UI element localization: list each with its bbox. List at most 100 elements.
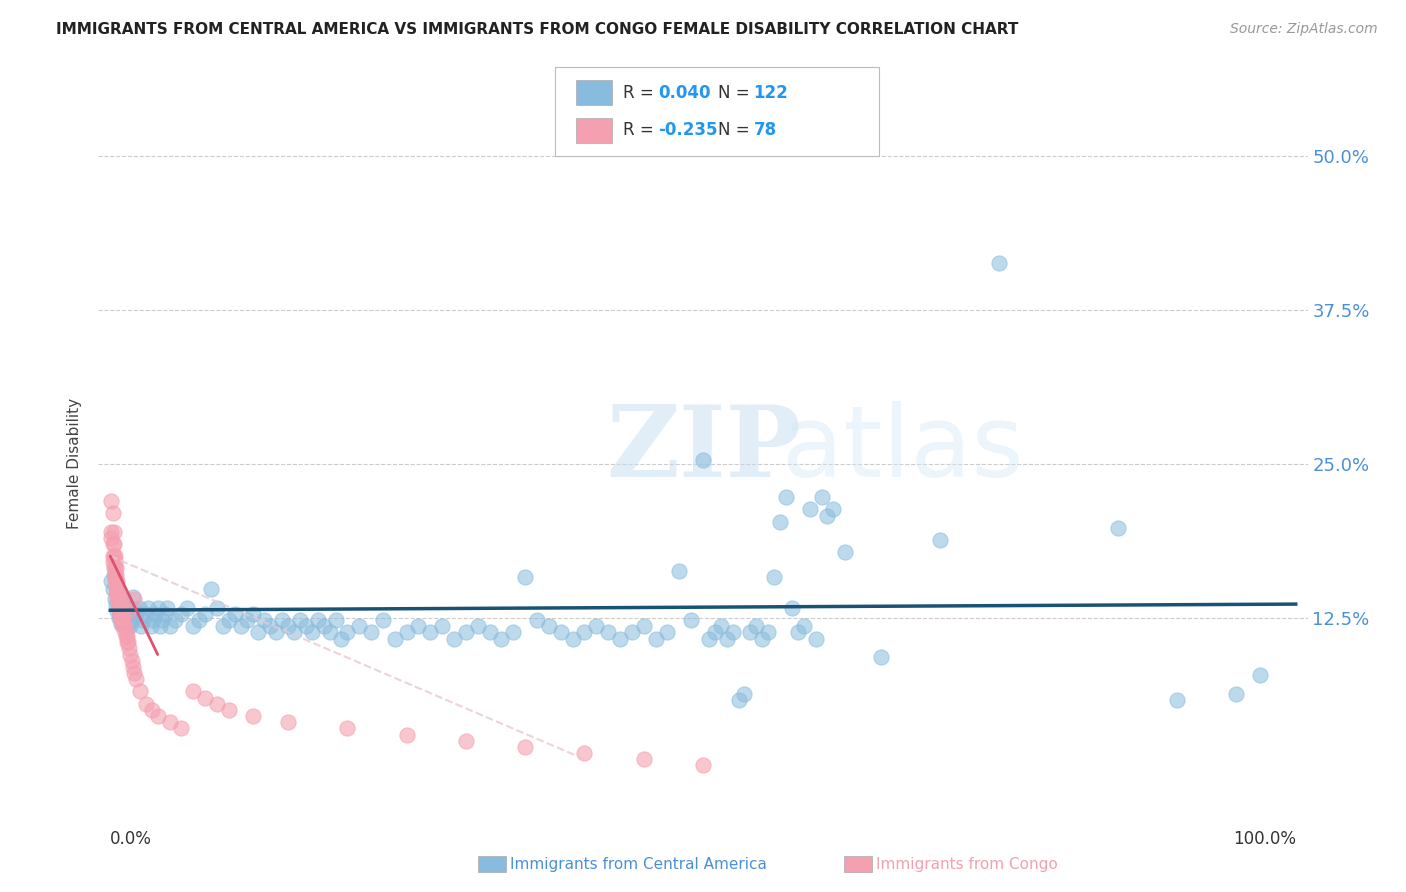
Point: [101, 555, 124, 569]
Point: [325, 613, 347, 627]
Point: [756, 625, 779, 640]
Point: [235, 613, 257, 627]
Point: [283, 625, 305, 640]
Point: [834, 545, 856, 559]
Point: [312, 619, 335, 633]
Point: [537, 619, 560, 633]
Point: [561, 632, 583, 646]
Point: [478, 625, 501, 640]
Point: [120, 648, 142, 662]
Point: [103, 561, 125, 575]
Point: [121, 660, 143, 674]
Point: [153, 607, 176, 621]
Point: [139, 619, 162, 633]
Point: [117, 605, 139, 619]
Text: ZIP: ZIP: [606, 401, 801, 498]
Point: [107, 592, 129, 607]
Point: [277, 715, 299, 730]
Point: [212, 619, 235, 633]
Point: [105, 574, 128, 588]
Text: Immigrants from Congo: Immigrants from Congo: [876, 857, 1057, 871]
Point: [117, 635, 139, 649]
Point: [129, 619, 152, 633]
Point: [550, 625, 572, 640]
Point: [132, 613, 155, 627]
Point: [111, 605, 134, 619]
Point: [108, 610, 131, 624]
Text: N =: N =: [718, 121, 755, 139]
Point: [120, 619, 142, 633]
Point: [188, 613, 211, 627]
Point: [100, 524, 122, 539]
Point: [574, 625, 596, 640]
Point: [111, 616, 134, 631]
Point: [205, 600, 228, 615]
Point: [176, 600, 198, 615]
Point: [111, 605, 134, 619]
Point: [301, 625, 323, 640]
Point: [740, 625, 762, 640]
Point: [371, 613, 394, 627]
Point: [122, 665, 145, 680]
Point: [336, 625, 359, 640]
Point: [769, 515, 792, 529]
Point: [988, 256, 1011, 270]
Text: R =: R =: [623, 121, 659, 139]
Point: [467, 619, 489, 633]
Point: [384, 632, 406, 646]
Point: [105, 574, 128, 588]
Point: [692, 758, 714, 772]
Point: [146, 600, 169, 615]
Point: [491, 632, 513, 646]
Point: [111, 610, 134, 624]
Point: [101, 506, 124, 520]
Point: [108, 592, 131, 607]
Point: [135, 697, 157, 711]
Point: [101, 549, 124, 563]
Text: 0.0%: 0.0%: [110, 830, 152, 848]
Point: [103, 567, 125, 582]
Point: [775, 490, 797, 504]
Point: [395, 727, 418, 741]
Point: [194, 690, 217, 705]
Point: [526, 613, 548, 627]
Point: [105, 605, 128, 619]
Point: [101, 537, 124, 551]
Point: [103, 537, 125, 551]
Point: [1107, 521, 1129, 535]
Point: [194, 607, 217, 621]
Point: [515, 570, 537, 584]
Point: [817, 508, 839, 523]
Point: [295, 619, 318, 633]
Text: Source: ZipAtlas.com: Source: ZipAtlas.com: [1230, 22, 1378, 37]
Point: [1225, 687, 1247, 701]
Point: [609, 632, 631, 646]
Point: [823, 502, 845, 516]
Point: [454, 733, 477, 747]
Point: [108, 599, 131, 613]
Point: [408, 619, 430, 633]
Point: [118, 600, 141, 615]
Point: [115, 635, 138, 649]
Point: [242, 607, 264, 621]
Point: [170, 607, 193, 621]
Point: [668, 564, 690, 578]
Point: [360, 625, 382, 640]
Point: [146, 709, 169, 723]
Point: [143, 607, 166, 621]
Point: [318, 625, 340, 640]
Point: [112, 610, 135, 624]
Point: [159, 619, 181, 633]
Point: [105, 592, 128, 607]
Point: [330, 632, 353, 646]
Point: [633, 619, 655, 633]
Point: [751, 632, 773, 646]
Point: [114, 623, 136, 637]
Point: [112, 616, 135, 631]
Text: N =: N =: [718, 84, 755, 102]
Text: -0.235: -0.235: [658, 121, 717, 139]
Point: [780, 600, 803, 615]
Point: [419, 625, 441, 640]
Point: [110, 616, 132, 631]
Point: [108, 605, 131, 619]
